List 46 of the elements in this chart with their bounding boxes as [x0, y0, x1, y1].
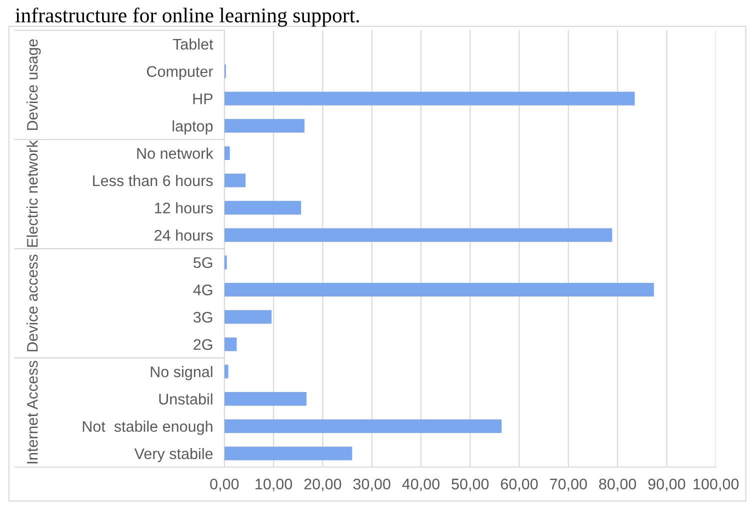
bar	[224, 419, 502, 433]
bar	[224, 228, 612, 242]
bar	[224, 364, 228, 378]
x-tick-label: 0,00	[210, 478, 239, 492]
x-tick-label: 40,00	[402, 478, 440, 492]
bar	[224, 310, 272, 324]
chart-title: infrastructure for online learning support.	[15, 8, 359, 27]
y-tick-label: Tablet	[172, 38, 214, 50]
bar	[224, 92, 635, 106]
y-tick-label: Unstabil	[159, 393, 212, 405]
text: Internet Access	[27, 360, 38, 464]
x-tick-label: 50,00	[452, 478, 489, 492]
y-tick-label: No network	[137, 148, 214, 159]
text: Device usage	[26, 39, 41, 130]
x-tick-label: 100,00	[694, 478, 739, 492]
bar	[224, 119, 305, 133]
bar	[224, 337, 237, 352]
y-tick-label: HP	[193, 94, 212, 104]
y-tick-label: 2G	[194, 339, 212, 350]
y-tick-label: laptop	[172, 120, 213, 135]
x-tick-label: 60,00	[500, 478, 538, 492]
y-tick-label: 24 hours	[154, 230, 213, 241]
bar	[224, 256, 227, 270]
y-tick-label: No signal	[150, 366, 212, 380]
text: Electric network	[26, 140, 38, 247]
y-tick-label: Not stabile enough	[82, 420, 212, 435]
bar	[224, 282, 654, 296]
y-tick-label: 4G	[193, 284, 212, 296]
x-tick-label: 20,00	[304, 478, 342, 492]
y-tick-label: 12 hours	[155, 202, 213, 214]
x-tick-label: 70,00	[550, 478, 587, 492]
y-tick-label: 3G	[193, 312, 212, 323]
bar	[224, 392, 306, 406]
bar	[224, 200, 302, 215]
x-tick-label: 80,00	[599, 478, 636, 492]
y-tick-label: 5G	[194, 257, 212, 268]
y-tick-label: Computer	[146, 66, 214, 80]
y-tick-label: Very stabile	[134, 448, 213, 462]
bar	[224, 174, 246, 188]
bar	[224, 146, 230, 160]
y-tick-label: Less than 6 hours	[93, 174, 213, 186]
bar	[224, 446, 352, 460]
x-tick-label: 90,00	[648, 478, 686, 492]
x-tick-label: 30,00	[353, 478, 390, 492]
text: Device access	[26, 254, 38, 352]
x-tick-label: 10,00	[256, 478, 292, 492]
